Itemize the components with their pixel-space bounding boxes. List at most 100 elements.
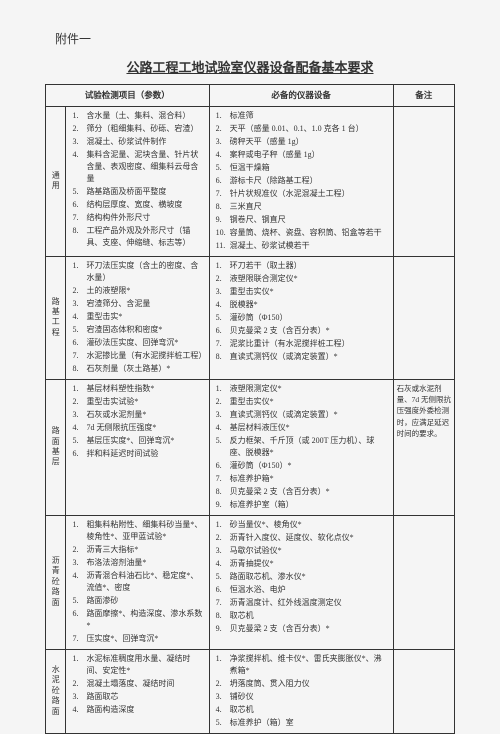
list-item: 1. 标准筛 [216,110,389,122]
note-cell [393,106,454,256]
category-cell: 通用 [46,106,66,256]
equip-list: 1. 砂当量仪*、棱角仪*2. 沥青针入度仪、延度仪、软化点仪*3. 马歇尔试验… [214,519,389,635]
equip-list: 1. 标准筛2. 天平（感量 0.01、0.1、1.0 克各 1 台）3. 磅秤… [214,110,389,252]
category-cell: 路面基层 [46,379,66,515]
list-item: 8. 取芯机 [216,610,389,622]
table-body: 通用 1. 含水量（土、集料、混合料）2. 筛分（粗细集料、砂砾、宕渣）3. 混凝… [46,106,455,733]
header-equip: 必备的仪器设备 [209,85,393,107]
category-cell: 路基工程 [46,256,66,379]
list-item: 3. 路面取芯 [72,691,204,703]
category-cell: 沥青砼路面 [46,515,66,649]
list-item: 3. 重型击实仪* [216,286,389,298]
tests-list: 1. 水泥标准稠度用水量、凝结时间、安定性*2. 混凝土塌落度、凝结时间3. 路… [70,653,204,716]
list-item: 2. 液塑限联合测定仪* [216,273,389,285]
list-item: 7. 结构构件外形尺寸 [72,212,204,224]
list-item: 7. 压实度*、回弹弯沉* [72,633,204,645]
category-label: 通用 [52,171,60,192]
list-item: 4. 案秤或电子秤（感量 1g） [216,149,389,161]
list-item: 8. 直读式测钙仪（或滴定装置）* [216,351,389,363]
list-item: 9. 贝克曼梁 2 支（含百分表）* [216,623,389,635]
list-item: 2. 沥青针入度仪、延度仪、软化点仪* [216,532,389,544]
list-item: 3. 直读式测钙仪（或滴定装置）* [216,409,389,421]
list-item: 2. 重型击实仪* [216,396,389,408]
equip-cell: 1. 标准筛2. 天平（感量 0.01、0.1、1.0 克各 1 台）3. 磅秤… [209,106,393,256]
header-test: 试验检测项目（参数） [46,85,210,107]
note-cell: 石灰或水泥剂量、7d 无侧限抗压强度外委检测时，应满足延迟时间的要求。 [393,379,454,515]
list-item: 4. 沥青抽提仪* [216,558,389,570]
list-item: 4. 取芯机 [216,704,389,716]
list-item: 4. 路面构造深度 [72,704,204,716]
tests-cell: 1. 粗集料粘附性、细集料砂当量*、棱角性*、亚甲蓝试验*2. 沥青三大指标*3… [66,515,209,649]
list-item: 7. 标准养护箱* [216,473,389,485]
list-item: 5. 路面取芯机、渗水仪* [216,571,389,583]
tests-list: 1. 粗集料粘附性、细集料砂当量*、棱角性*、亚甲蓝试验*2. 沥青三大指标*3… [70,519,204,645]
table-row: 路基工程 1. 环刀法压实度（含土的密度、含水量）2. 土的液塑限*3. 宕渣筛分… [46,256,455,379]
list-item: 4. 脱模器* [216,299,389,311]
equip-list: 1. 液塑限测定仪*2. 重型击实仪*3. 直读式测钙仪（或滴定装置）*4. 基… [214,383,389,511]
tests-list: 1. 含水量（土、集料、混合料）2. 筛分（粗细集料、砂砾、宕渣）3. 混凝土、… [70,110,204,249]
list-item: 3. 混凝土、砂浆试件制作 [72,136,204,148]
table-row: 沥青砼路面 1. 粗集料粘附性、细集料砂当量*、棱角性*、亚甲蓝试验*2. 沥青三… [46,515,455,649]
list-item: 2. 土的液塑限* [72,285,204,297]
header-note: 备注 [393,85,454,107]
list-item: 1. 环刀若干（取土器） [216,260,389,272]
list-item: 6. 灌砂筒（Φ150）* [216,460,389,472]
document-title: 公路工程工地试验室仪器设备配备基本要求 [45,57,455,76]
list-item: 5. 标准养护（箱）室 [216,717,389,729]
list-item: 6. 拌和料延迟时间试验 [72,448,204,460]
list-item: 2. 坍落度筒、贯入阻力仪 [216,678,389,690]
tests-cell: 1. 水泥标准稠度用水量、凝结时间、安定性*2. 混凝土塌落度、凝结时间3. 路… [66,649,209,733]
list-item: 2. 天平（感量 0.01、0.1、1.0 克各 1 台） [216,123,389,135]
list-item: 9. 钢卷尺、钢直尺 [216,214,389,226]
list-item: 2. 沥青三大指标* [72,544,204,556]
category-label: 水泥砼路面 [52,665,60,717]
list-item: 7. 水泥掺比量（有水泥搅拌桩工程） [72,350,204,362]
list-item: 5. 宕渣固态体积和密度* [72,324,204,336]
list-item: 5. 反力框架、千斤顶（或 200T 压力机）、球座、脱模器* [216,435,389,459]
list-item: 1. 粗集料粘附性、细集料砂当量*、棱角性*、亚甲蓝试验* [72,519,204,543]
equip-cell: 1. 环刀若干（取土器）2. 液塑限联合测定仪*3. 重型击实仪*4. 脱模器*… [209,256,393,379]
list-item: 8. 工程产品外观及外形尺寸（锚具、支座、伸缩缝、标志等） [72,225,204,249]
list-item: 9. 标准养护室（箱） [216,499,389,511]
tests-cell: 1. 含水量（土、集料、混合料）2. 筛分（粗细集料、砂砾、宕渣）3. 混凝土、… [66,106,209,256]
category-label: 路基工程 [52,297,60,339]
tests-cell: 1. 基层材料塑性指数*2. 重型击实试验*3. 石灰或水泥剂量*4. 7d 无… [66,379,209,515]
equip-list: 1. 环刀若干（取土器）2. 液塑限联合测定仪*3. 重型击实仪*4. 脱模器*… [214,260,389,363]
list-item: 7. 针片状规准仪（水泥混凝土工程） [216,188,389,200]
list-item: 2. 混凝土塌落度、凝结时间 [72,678,204,690]
list-item: 7. 沥青温度计、红外线温度测定仪 [216,597,389,609]
list-item: 3. 铺砂仪 [216,691,389,703]
list-item: 1. 基层材料塑性指数* [72,383,204,395]
note-cell [393,256,454,379]
category-label: 沥青砼路面 [52,556,60,608]
list-item: 1. 水泥标准稠度用水量、凝结时间、安定性* [72,653,204,677]
table-header-row: 试验检测项目（参数） 必备的仪器设备 备注 [46,85,455,107]
list-item: 10. 容量筒、烧杯、瓷盘、容积筒、铝盒等若干 [216,227,389,239]
attachment-label: 附件一 [45,30,455,47]
list-item: 6. 结构层厚度、宽度、横坡度 [72,199,204,211]
list-item: 3. 宕渣筛分、含泥量 [72,298,204,310]
list-item: 4. 7d 无侧限抗压强度* [72,422,204,434]
list-item: 1. 环刀法压实度（含土的密度、含水量） [72,260,204,284]
tests-cell: 1. 环刀法压实度（含土的密度、含水量）2. 土的液塑限*3. 宕渣筛分、含泥量… [66,256,209,379]
list-item: 5. 路面渗砂 [72,595,204,607]
list-item: 8. 三米直尺 [216,201,389,213]
table-row: 路面基层1. 基层材料塑性指数*2. 重型击实试验*3. 石灰或水泥剂量*4. … [46,379,455,515]
list-item: 3. 布洛法溶剂油量* [72,557,204,569]
list-item: 5. 基层压实度*、回弹弯沉* [72,435,204,447]
equip-cell: 1. 砂当量仪*、棱角仪*2. 沥青针入度仪、延度仪、软化点仪*3. 马歇尔试验… [209,515,393,649]
list-item: 1. 砂当量仪*、棱角仪* [216,519,389,531]
list-item: 6. 游标卡尺（除路基工程） [216,175,389,187]
list-item: 7. 泥浆比重计（有水泥搅拌桩工程） [216,338,389,350]
equip-cell: 1. 净浆搅拌机、维卡仪*、雷氏夹膨胀仪*、沸煮箱*2. 坍落度筒、贯入阻力仪3… [209,649,393,733]
list-item: 6. 路面摩擦*、构造深度、渗水系数* [72,608,204,632]
list-item: 3. 马歇尔试验仪* [216,545,389,557]
equip-list: 1. 净浆搅拌机、维卡仪*、雷氏夹膨胀仪*、沸煮箱*2. 坍落度筒、贯入阻力仪3… [214,653,389,729]
list-item: 1. 含水量（土、集料、混合料） [72,110,204,122]
list-item: 5. 路基路面及桥面平整度 [72,186,204,198]
list-item: 5. 恒温干燥箱 [216,162,389,174]
list-item: 4. 重型击实* [72,311,204,323]
table-row: 水泥砼路面 1. 水泥标准稠度用水量、凝结时间、安定性*2. 混凝土塌落度、凝结时… [46,649,455,733]
list-item: 4. 集料含泥量、泥块含量、针片状含量、表观密度、细集料云母含量 [72,149,204,185]
list-item: 2. 重型击实试验* [72,396,204,408]
